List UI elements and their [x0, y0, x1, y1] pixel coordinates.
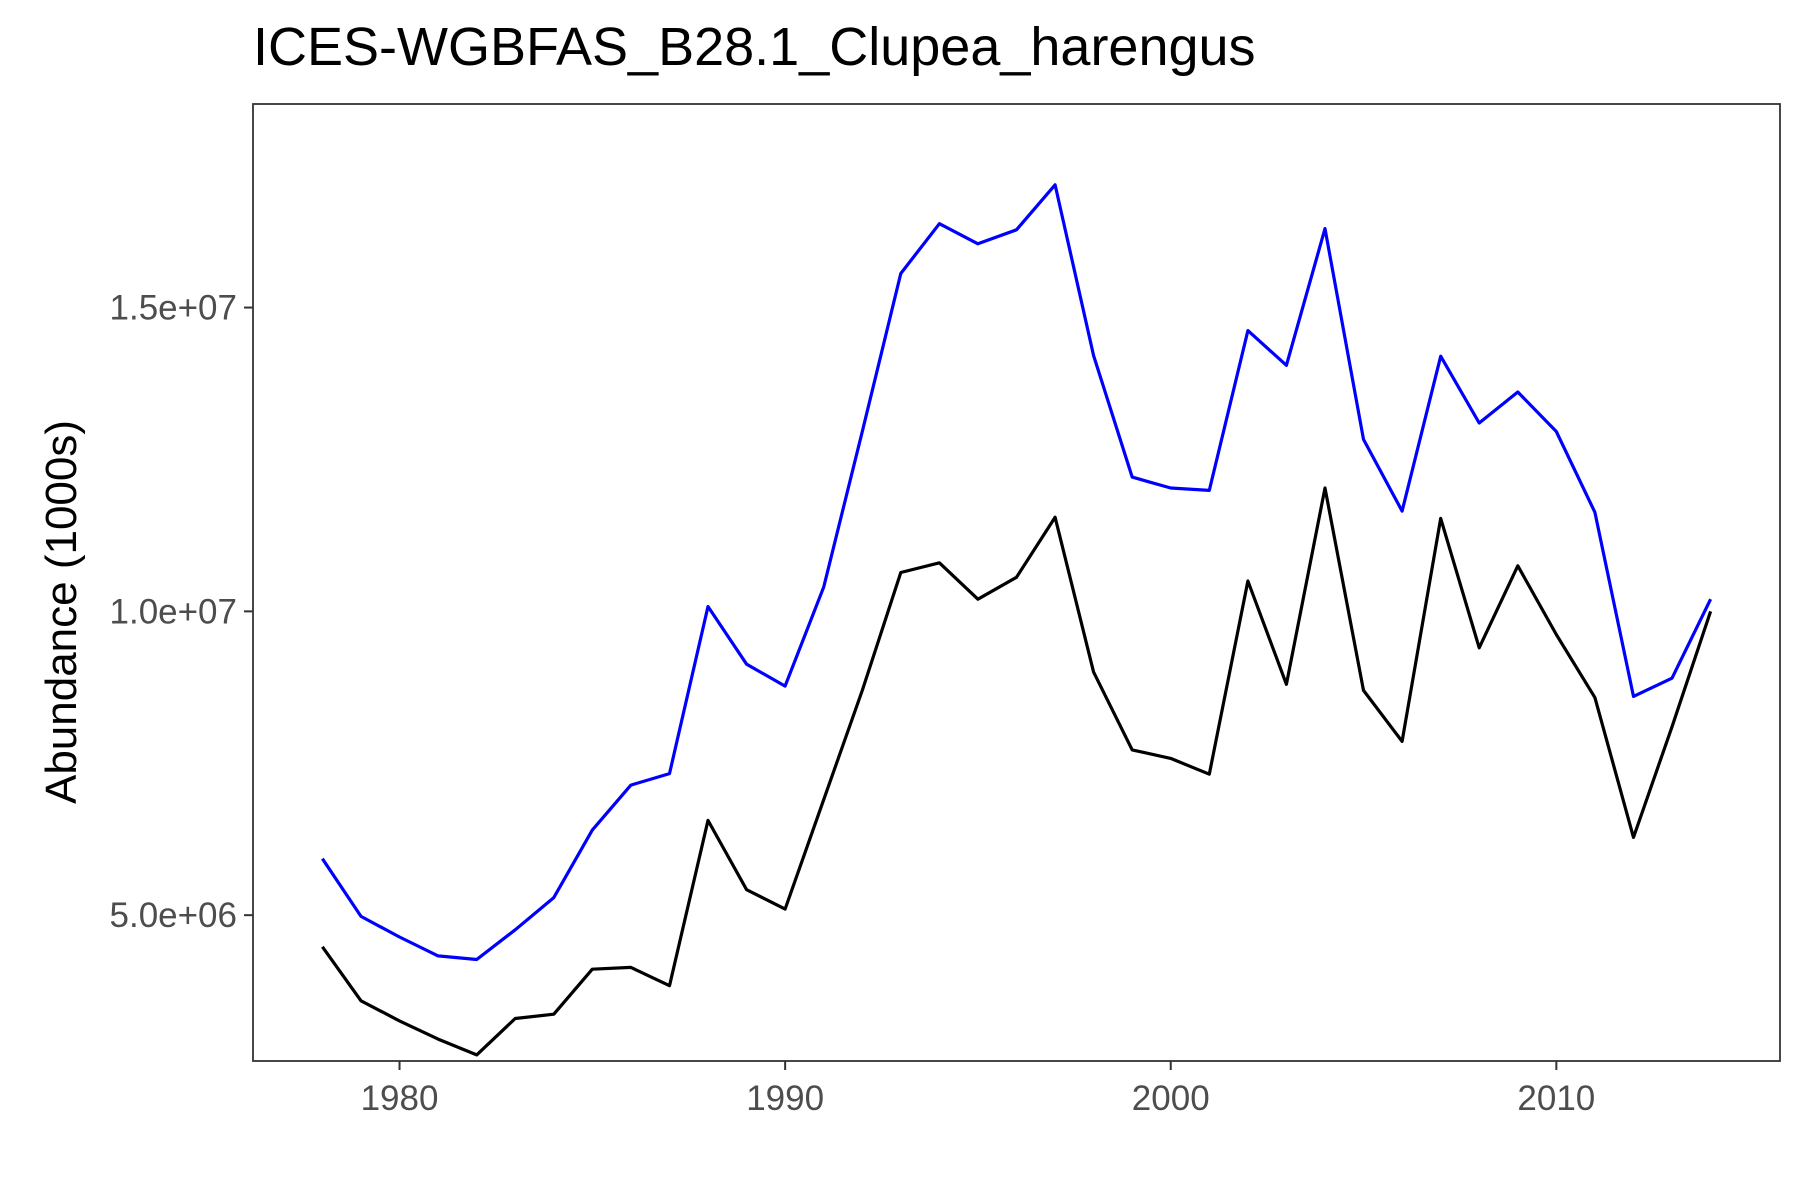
y-tick-label: 1.5e+07 [110, 289, 238, 328]
series-line-2 [321, 486, 1713, 1057]
series-layer [321, 183, 1713, 1057]
x-tick-label: 1990 [746, 1079, 824, 1118]
axis-layer: 5.0e+06 1.0e+07 1.5e+07 1980 1990 2000 2010 [110, 289, 1596, 1118]
y-tick-label: 5.0e+06 [110, 896, 238, 935]
x-tick-label: 1980 [361, 1079, 439, 1118]
plot-panel-border [252, 103, 1781, 1062]
chart-title: ICES-WGBFAS_B28.1_Clupea_harengus [253, 17, 1256, 77]
series-line-1 [321, 183, 1713, 962]
x-tick-label: 2010 [1517, 1079, 1595, 1118]
x-tick-label: 2000 [1132, 1079, 1210, 1118]
y-axis-label: Abundance (1000s) [37, 420, 86, 804]
y-tick-label: 1.0e+07 [110, 592, 238, 631]
